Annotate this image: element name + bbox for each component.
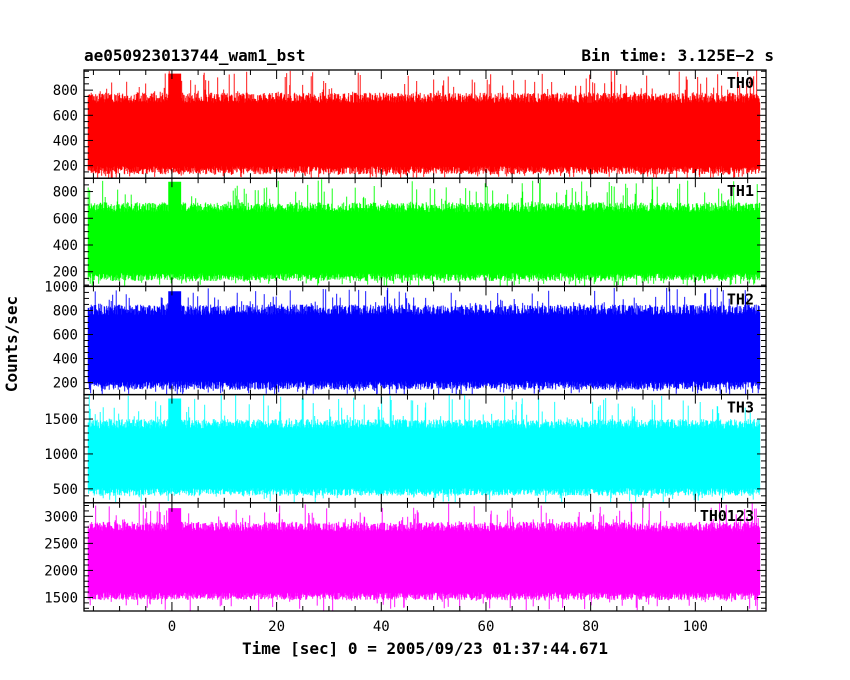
y-tick-label: 800 xyxy=(53,303,78,319)
y-tick-label: 200 xyxy=(53,376,78,392)
y-tick-label: 1000 xyxy=(44,447,78,463)
y-tick-label: 2000 xyxy=(44,563,78,579)
bin-time-label: Bin time: 3.125E−2 s xyxy=(581,46,774,65)
x-tick-label: 20 xyxy=(268,619,285,635)
panel-label: TH0123 xyxy=(700,507,754,525)
x-axis-label: Time [sec] 0 = 2005/09/23 01:37:44.671 xyxy=(242,639,608,658)
y-tick-label: 400 xyxy=(53,352,78,368)
panel-label: TH3 xyxy=(727,399,754,417)
x-tick-label: 80 xyxy=(582,619,599,635)
y-tick-label: 2500 xyxy=(44,536,78,552)
y-tick-label: 1000 xyxy=(44,279,78,295)
series-core-th2 xyxy=(88,323,760,371)
panel-th0: 200 400 600 800 TH0 xyxy=(53,69,767,179)
panel-frame xyxy=(83,502,767,612)
y-tick-label: 200 xyxy=(53,265,78,281)
series-core-th1 xyxy=(88,219,760,264)
x-tick-label: 40 xyxy=(373,619,390,635)
y-tick-label: 1500 xyxy=(44,412,78,428)
panel-th2: 200 400 600 800 1000 TH2 xyxy=(44,279,767,396)
chart-title: ae050923013744_wam1_bst xyxy=(84,46,306,65)
panel-th1: 200 400 600 800 TH1 xyxy=(53,177,767,288)
panel-th0123: 1500 2000 2500 3000 TH0123 xyxy=(44,502,767,612)
series-core-th0 xyxy=(88,111,760,157)
series-core-th0123 xyxy=(88,539,760,583)
panel-label: TH1 xyxy=(727,182,754,200)
panel-label: TH0 xyxy=(727,74,754,92)
y-tick-label: 600 xyxy=(53,327,78,343)
y-tick-label: 800 xyxy=(53,185,78,201)
series-core-th3 xyxy=(88,436,760,479)
x-tick-label: 60 xyxy=(478,619,495,635)
x-tick-label: 0 xyxy=(168,619,176,635)
y-tick-label: 500 xyxy=(53,482,78,498)
y-tick-label: 400 xyxy=(53,133,78,149)
panel-label: TH2 xyxy=(727,290,754,308)
y-tick-label: 600 xyxy=(53,211,78,227)
y-tick-label: 3000 xyxy=(44,509,78,525)
y-tick-label: 200 xyxy=(53,159,78,175)
y-tick-label: 800 xyxy=(53,83,78,99)
y-axis-label: Counts/sec xyxy=(2,296,21,392)
y-tick-label: 400 xyxy=(53,238,78,254)
x-tick-label: 100 xyxy=(683,619,708,635)
y-tick-label: 600 xyxy=(53,108,78,124)
y-tick-label: 1500 xyxy=(44,590,78,606)
panel-th3: 500 1000 1500 TH3 xyxy=(44,393,767,504)
